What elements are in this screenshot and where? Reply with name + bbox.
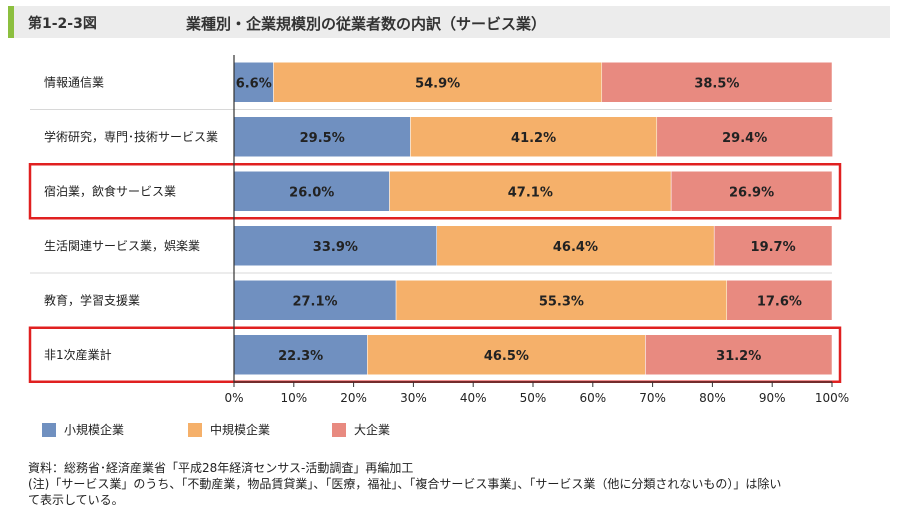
bar-segment — [233, 334, 368, 375]
data-label: 29.4% — [722, 131, 767, 146]
data-label: 19.7% — [751, 240, 796, 255]
data-label: 46.4% — [553, 240, 598, 255]
legend-label-large: 大企業 — [354, 423, 391, 437]
x-tick-label: 100% — [815, 391, 849, 405]
data-label: 26.0% — [289, 185, 334, 200]
bar-segment — [233, 280, 397, 321]
category-label: 教育，学習支援業 — [44, 292, 140, 307]
legend-item-small: 小規模企業 — [42, 421, 124, 438]
data-label: 6.6% — [236, 76, 272, 91]
legend-swatch-large — [332, 422, 346, 437]
x-tick-label: 70% — [639, 391, 666, 405]
bar-segment — [436, 225, 715, 266]
x-tick-label: 40% — [460, 391, 487, 405]
bar-segment — [233, 116, 411, 157]
bar-segment — [389, 171, 672, 212]
legend-swatch-small — [42, 422, 56, 437]
legend-item-medium: 中規模企業 — [188, 421, 270, 438]
legend: 小規模企業 中規模企業 大企業 — [42, 421, 502, 441]
x-tick-label: 90% — [759, 391, 786, 405]
bar-segment — [601, 62, 833, 103]
legend-swatch-medium — [188, 422, 202, 437]
figure-number: 第1-2-3図 — [28, 16, 97, 32]
data-label: 33.9% — [313, 240, 358, 255]
bar-segment — [395, 280, 728, 321]
footnote-line-1: (注)「サービス業」のうち、「不動産業，物品賃貸業」、「医療，福祉」、「複合サー… — [28, 477, 782, 491]
category-label: 生活関連サービス業，娯楽業 — [44, 239, 200, 253]
data-label: 55.3% — [539, 294, 584, 309]
legend-label-medium: 中規模企業 — [210, 423, 271, 437]
highlight-box — [28, 163, 842, 220]
footnote-line-2: て表示している。 — [28, 493, 124, 507]
category-label: 情報通信業 — [44, 75, 104, 89]
legend-item-large: 大企業 — [332, 421, 390, 438]
x-tick-label: 0% — [224, 391, 243, 405]
x-tick-label: 20% — [340, 391, 367, 405]
data-label: 27.1% — [292, 294, 337, 309]
category-label: 学術研究，専門･技術サービス業 — [44, 129, 218, 144]
data-label: 29.5% — [300, 131, 345, 146]
data-label: 31.2% — [716, 349, 761, 364]
data-label: 26.9% — [729, 185, 774, 200]
figure-header: 第1-2-3図 業種別・企業規模別の従業者数の内訳（サービス業） — [8, 6, 890, 38]
bar-segment — [726, 280, 833, 321]
x-tick-label: 60% — [579, 391, 606, 405]
legend-label-small: 小規模企業 — [64, 423, 125, 437]
x-tick-label: 80% — [699, 391, 726, 405]
data-label: 38.5% — [694, 76, 739, 91]
data-label: 46.5% — [484, 349, 529, 364]
x-tick-label: 30% — [400, 391, 427, 405]
category-label: 宿泊業，飲食サービス業 — [44, 183, 176, 198]
x-tick-label: 50% — [520, 391, 547, 405]
category-label: 非1次産業計 — [44, 347, 112, 362]
x-tick-label: 10% — [280, 391, 307, 405]
bar-segment — [233, 62, 274, 103]
source-note: 資料：総務省･経済産業省「平成28年経済センサス-活動調査」再編加工 — [28, 461, 414, 475]
data-label: 54.9% — [415, 76, 460, 91]
data-label: 47.1% — [508, 185, 553, 200]
bar-segment — [410, 116, 658, 157]
bar-segment — [670, 171, 833, 212]
data-label: 22.3% — [278, 349, 323, 364]
bar-segment — [367, 334, 646, 375]
data-label: 41.2% — [511, 131, 556, 146]
data-label: 17.6% — [757, 294, 802, 309]
bar-segment — [713, 225, 833, 266]
figure-title: 業種別・企業規模別の従業者数の内訳（サービス業） — [186, 15, 547, 33]
bar-segment — [645, 334, 833, 375]
source-notes: 資料：総務省･経済産業省「平成28年経済センサス-活動調査」再編加工 (注)「サ… — [28, 460, 888, 508]
bar-segment — [656, 116, 833, 157]
